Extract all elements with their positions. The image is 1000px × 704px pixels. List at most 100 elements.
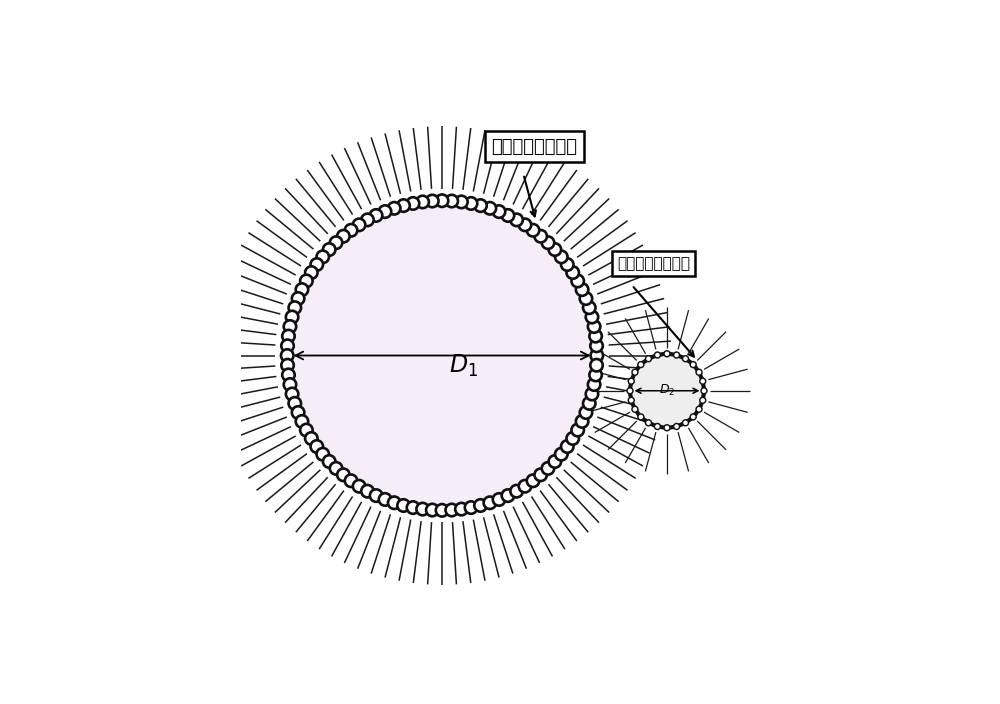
Circle shape	[654, 352, 660, 358]
Circle shape	[353, 480, 365, 493]
Circle shape	[510, 213, 523, 226]
Circle shape	[654, 424, 660, 429]
Circle shape	[397, 199, 410, 212]
Circle shape	[311, 258, 323, 271]
Circle shape	[510, 485, 523, 498]
Circle shape	[317, 251, 329, 263]
Circle shape	[674, 424, 680, 429]
Circle shape	[388, 496, 400, 509]
Circle shape	[289, 301, 301, 314]
Circle shape	[286, 388, 298, 401]
Circle shape	[416, 503, 429, 515]
Circle shape	[567, 432, 579, 445]
Circle shape	[289, 397, 301, 410]
Circle shape	[590, 339, 603, 352]
Circle shape	[300, 424, 313, 436]
Circle shape	[361, 485, 374, 498]
Circle shape	[580, 406, 592, 419]
Circle shape	[583, 397, 595, 410]
Circle shape	[446, 504, 458, 516]
Circle shape	[282, 330, 295, 342]
Circle shape	[571, 424, 584, 436]
Circle shape	[330, 462, 342, 474]
Circle shape	[638, 362, 644, 367]
Circle shape	[527, 224, 539, 237]
Circle shape	[282, 369, 295, 381]
Circle shape	[590, 359, 603, 372]
Circle shape	[690, 414, 696, 420]
Circle shape	[627, 388, 633, 394]
Circle shape	[379, 494, 391, 505]
Circle shape	[632, 406, 638, 413]
Circle shape	[345, 224, 357, 237]
Circle shape	[561, 258, 574, 271]
Text: 长碳鐸表面活性剂: 长碳鐸表面活性剂	[491, 138, 577, 156]
Circle shape	[292, 406, 304, 419]
Circle shape	[388, 202, 400, 215]
Circle shape	[701, 388, 707, 394]
Circle shape	[664, 351, 670, 357]
Circle shape	[305, 266, 318, 279]
Circle shape	[284, 378, 296, 391]
Circle shape	[561, 440, 574, 453]
Circle shape	[555, 251, 568, 263]
Circle shape	[286, 310, 298, 323]
Text: $D_1$: $D_1$	[449, 353, 478, 379]
Circle shape	[474, 199, 487, 212]
Circle shape	[370, 209, 382, 222]
Circle shape	[311, 440, 323, 453]
Circle shape	[628, 397, 634, 403]
Circle shape	[591, 349, 603, 362]
Circle shape	[534, 230, 547, 242]
Circle shape	[571, 275, 584, 287]
Circle shape	[484, 496, 496, 509]
Circle shape	[632, 370, 638, 375]
Circle shape	[281, 359, 294, 372]
Circle shape	[683, 420, 688, 426]
Circle shape	[588, 320, 600, 333]
Circle shape	[628, 378, 634, 384]
Circle shape	[696, 370, 702, 375]
Circle shape	[455, 503, 468, 515]
Circle shape	[337, 469, 350, 481]
Circle shape	[502, 209, 514, 222]
Circle shape	[519, 480, 531, 493]
Circle shape	[646, 420, 651, 426]
Circle shape	[397, 499, 410, 512]
Circle shape	[361, 213, 374, 226]
Circle shape	[416, 196, 429, 208]
Circle shape	[502, 489, 514, 502]
Circle shape	[317, 448, 329, 460]
Circle shape	[436, 504, 448, 517]
Circle shape	[583, 301, 595, 314]
Circle shape	[296, 284, 308, 296]
Circle shape	[555, 448, 568, 460]
Circle shape	[474, 499, 487, 512]
Circle shape	[426, 195, 439, 207]
Circle shape	[638, 414, 644, 420]
Circle shape	[281, 339, 294, 352]
Circle shape	[700, 378, 706, 384]
Circle shape	[465, 197, 477, 210]
Text: $D_2$: $D_2$	[659, 383, 675, 398]
Circle shape	[296, 415, 308, 427]
Circle shape	[323, 244, 335, 256]
Text: 长碳鐸表面活性剂: 长碳鐸表面活性剂	[617, 256, 690, 271]
Circle shape	[436, 194, 448, 207]
Circle shape	[589, 369, 602, 381]
Circle shape	[589, 330, 602, 342]
Circle shape	[345, 474, 357, 487]
Circle shape	[426, 504, 439, 516]
Circle shape	[323, 455, 335, 467]
Circle shape	[484, 202, 496, 215]
Circle shape	[576, 284, 588, 296]
Circle shape	[630, 354, 704, 427]
Circle shape	[330, 237, 342, 249]
Circle shape	[567, 266, 579, 279]
Circle shape	[300, 275, 313, 287]
Circle shape	[646, 356, 651, 362]
Circle shape	[588, 378, 600, 391]
Circle shape	[281, 349, 293, 362]
Circle shape	[683, 356, 688, 362]
Circle shape	[542, 462, 554, 474]
